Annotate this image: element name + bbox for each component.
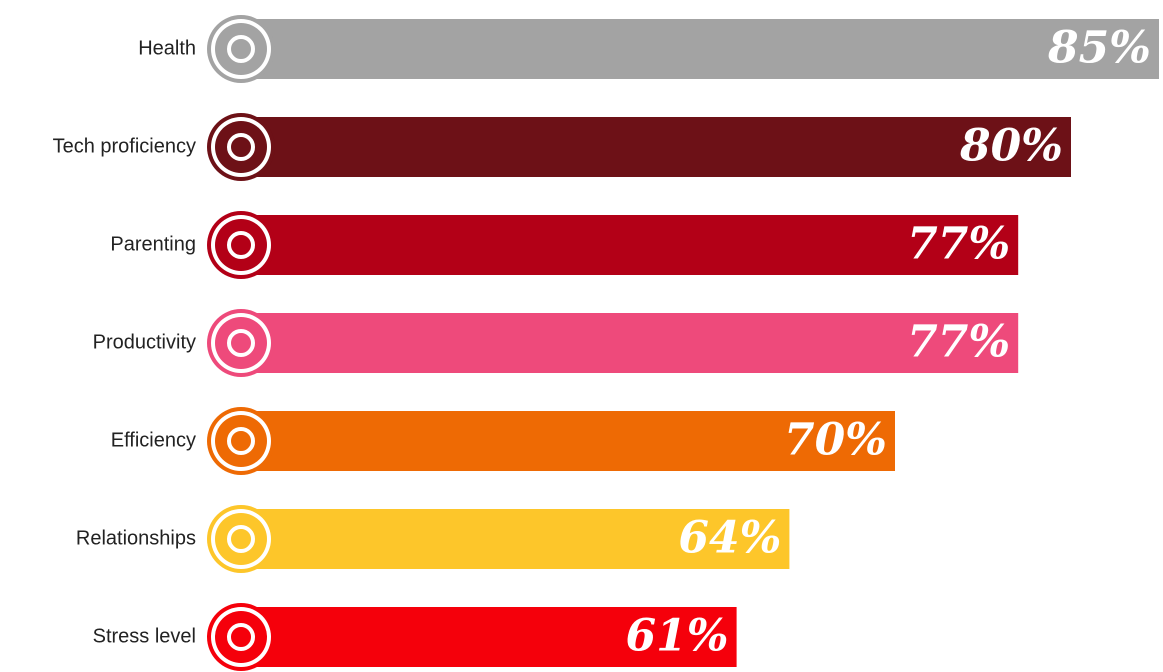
value-label: 85% bbox=[1047, 23, 1151, 74]
icon bbox=[215, 513, 267, 565]
bar bbox=[240, 19, 1159, 79]
bar bbox=[240, 117, 1071, 177]
icon bbox=[215, 23, 267, 75]
category-label: Stress level bbox=[93, 625, 196, 647]
icon-glyph bbox=[227, 525, 255, 553]
icon bbox=[215, 121, 267, 173]
icon-glyph bbox=[227, 427, 255, 455]
value-label: 70% bbox=[784, 415, 887, 466]
value-label: 80% bbox=[959, 121, 1063, 172]
category-label: Productivity bbox=[93, 331, 196, 353]
value-label: 77% bbox=[907, 219, 1010, 270]
icon-glyph bbox=[227, 35, 255, 63]
icon-glyph bbox=[227, 231, 255, 259]
icon-glyph bbox=[227, 623, 255, 651]
bar bbox=[240, 607, 737, 667]
value-label: 77% bbox=[907, 317, 1010, 368]
icon-glyph bbox=[227, 133, 255, 161]
icon bbox=[215, 317, 267, 369]
icon bbox=[215, 611, 267, 663]
category-label: Parenting bbox=[110, 233, 196, 255]
category-label: Tech proficiency bbox=[53, 135, 196, 157]
bar bbox=[240, 411, 895, 471]
bar bbox=[240, 313, 1019, 373]
value-label: 64% bbox=[678, 513, 781, 564]
category-label: Relationships bbox=[76, 527, 196, 549]
value-label: 61% bbox=[626, 611, 729, 662]
category-label: Health bbox=[138, 37, 196, 59]
category-label: Efficiency bbox=[111, 429, 196, 451]
icon bbox=[215, 219, 267, 271]
bar bbox=[240, 509, 790, 569]
icon bbox=[215, 415, 267, 467]
bar bbox=[240, 215, 1019, 275]
icon-glyph bbox=[227, 329, 255, 357]
